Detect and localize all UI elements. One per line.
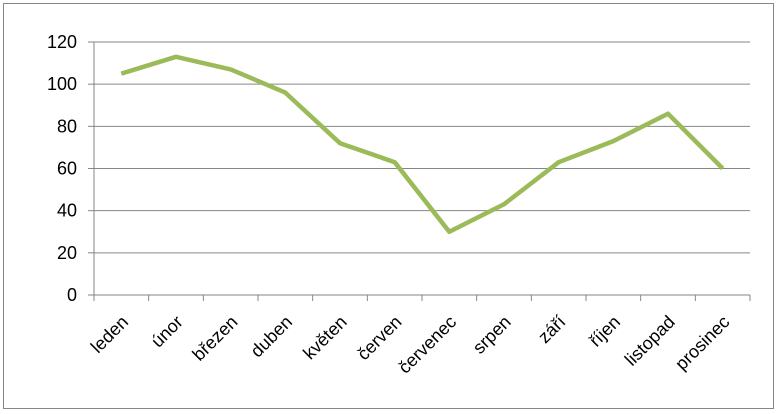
y-tick-label: 80 [57,116,77,136]
x-tick-label: srpen [469,312,515,358]
x-tick-label: duben [247,312,297,362]
x-tick-label: říjen [585,312,624,351]
x-tick-label: červen [353,312,405,364]
x-tick-label: prosinec [671,312,733,374]
y-tick-label: 40 [57,201,77,221]
series-line [120,54,725,235]
y-tick-label: 60 [57,159,77,179]
x-tick-label: září [534,312,569,347]
x-tick-label: březen [188,312,241,365]
y-tick-label: 100 [47,74,77,94]
y-tick-label: 120 [47,32,77,52]
y-tick-label: 0 [67,285,77,305]
x-tick-label: únor [147,312,187,352]
x-tick-label: leden [87,312,132,357]
x-tick-label: červenec [394,312,460,378]
x-tick-label: listopad [621,312,679,370]
x-tick-label: květen [299,312,351,364]
y-tick-label: 20 [57,243,77,263]
